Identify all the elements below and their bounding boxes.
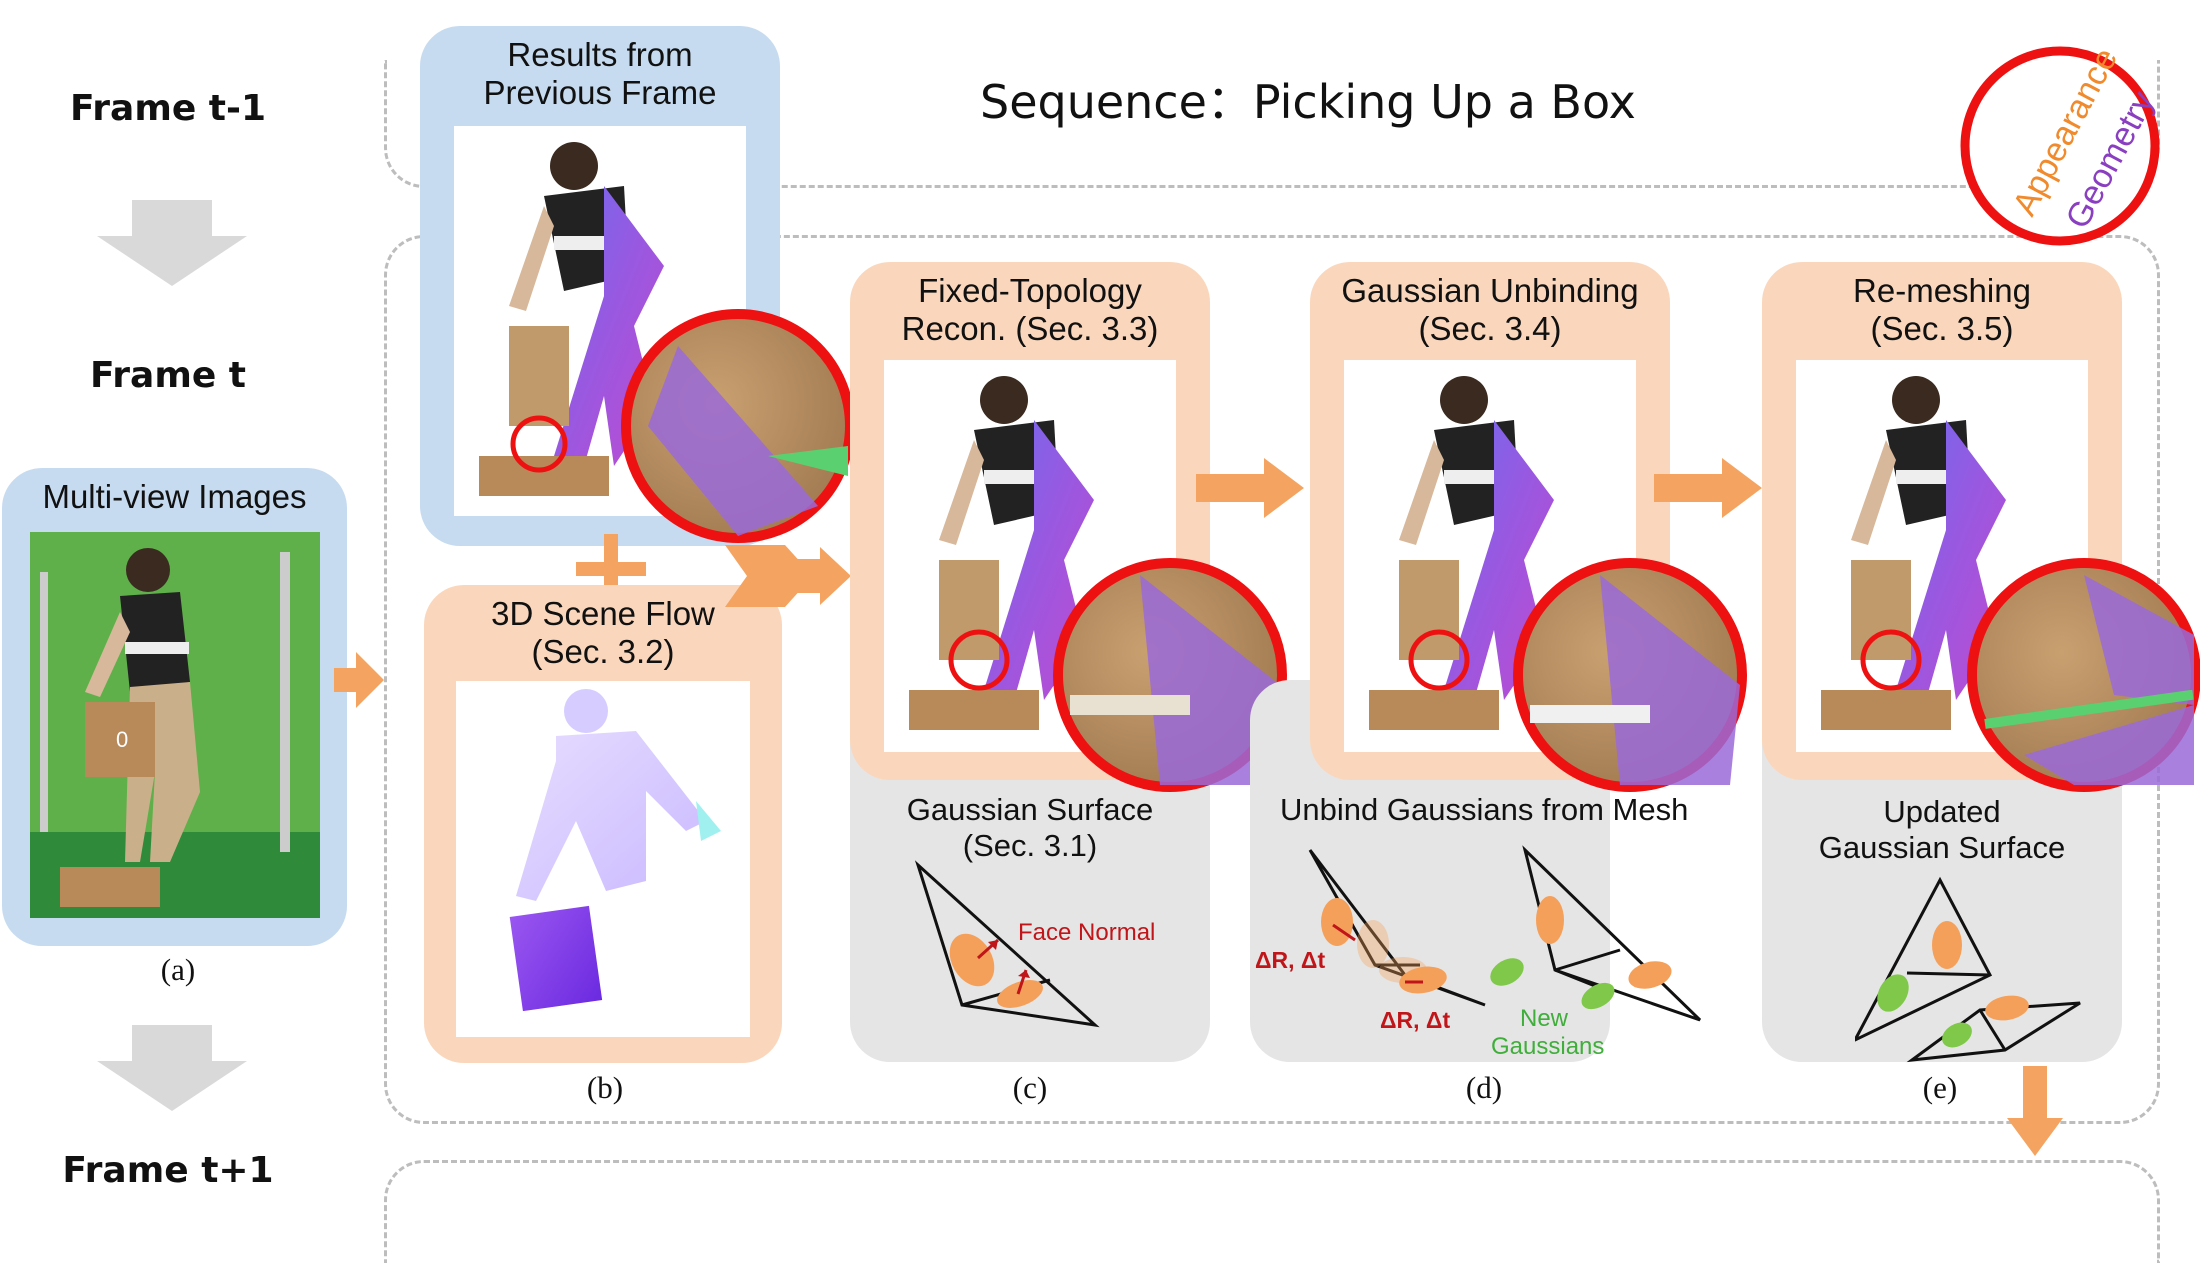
frame-label-next: Frame t+1 [62,1150,274,1191]
remesh-sub-1: Updated [1883,794,2001,829]
fixed-zoom-circle [1053,558,1287,792]
re-meshing-zoom-circle [1967,558,2200,792]
sequence-title: Sequence：Picking Up a Box [980,75,1636,129]
fixed-sub-2: (Sec. 3.1) [962,828,1098,863]
previous-title-2: Previous Frame [483,74,717,111]
arrow-d-to-e [1654,458,1762,518]
unbinding-render [1344,360,1636,752]
svg-text:0: 0 [116,727,128,752]
multiview-title: Multi-view Images [42,478,307,515]
updated-surface-diagram [1855,876,2081,1063]
unbind-sub: Unbind Gaussians from Mesh [1280,792,1689,827]
arrow-c-to-d [1196,458,1304,518]
frame-prev-outline [384,60,2160,188]
scene-flow-render [456,681,750,1037]
panel-multiview: Multi-view Images 0 [2,468,347,946]
frame-down-arrow-1 [97,200,247,286]
previous-title-1: Results from [507,36,693,73]
caption-d: (d) [1465,1070,1503,1105]
fixed-title-2: Recon. (Sec. 3.3) [901,310,1159,347]
arrow-a-to-b [334,652,384,708]
remesh-sub-2: Gaussian Surface [1818,830,2066,865]
delta-label-2: ΔR, Δt [1380,1007,1450,1033]
frame-label-prev: Frame t-1 [70,88,266,129]
caption-e: (e) [1922,1070,1958,1105]
new-gaussians-1: New [1520,1005,1569,1032]
arrow-to-next-frame [2007,1066,2063,1156]
fixed-title-1: Fixed-Topology [918,272,1142,309]
caption-c: (c) [1012,1070,1048,1105]
unbind-diagram: ΔR, Δt ΔR, Δt New Gaussians [1255,845,1702,1060]
caption-a: (a) [160,952,196,987]
remesh-title-2: (Sec. 3.5) [1870,310,2014,347]
frame-label-current: Frame t [89,355,246,396]
delta-label-1: ΔR, Δt [1255,947,1325,973]
sceneflow-title-1: 3D Scene Flow [491,595,715,632]
new-gaussians-2: Gaussians [1491,1033,1604,1060]
remesh-title-1: Re-meshing [1853,272,2031,309]
caption-b: (b) [586,1070,624,1105]
arrow-merge [725,545,851,607]
face-normal-label: Face Normal [1018,919,1155,946]
panel-scene-flow: 3D Scene Flow (Sec. 3.2) [424,585,782,1063]
frame-down-arrow-2 [97,1025,247,1111]
panel-re-meshing: Re-meshing (Sec. 3.5) [1762,262,2122,780]
previous-zoom-circle [621,309,855,543]
unbinding-zoom-circle [1513,558,1747,792]
unbind-title-2: (Sec. 3.4) [1418,310,1562,347]
unbind-title-1: Gaussian Unbinding [1341,272,1639,309]
fixed-sub-1: Gaussian Surface [906,792,1154,827]
panel-gaussian-unbinding: Gaussian Unbinding (Sec. 3.4) [1310,262,1670,780]
gaussian-surface-diagram: Face Normal [914,860,1155,1028]
appearance-geometry-legend: Appearance Geometry [1960,42,2160,246]
multiview-photo: 0 [30,532,320,918]
sceneflow-title-2: (Sec. 3.2) [531,633,675,670]
frame-next-outline [384,1160,2160,1263]
